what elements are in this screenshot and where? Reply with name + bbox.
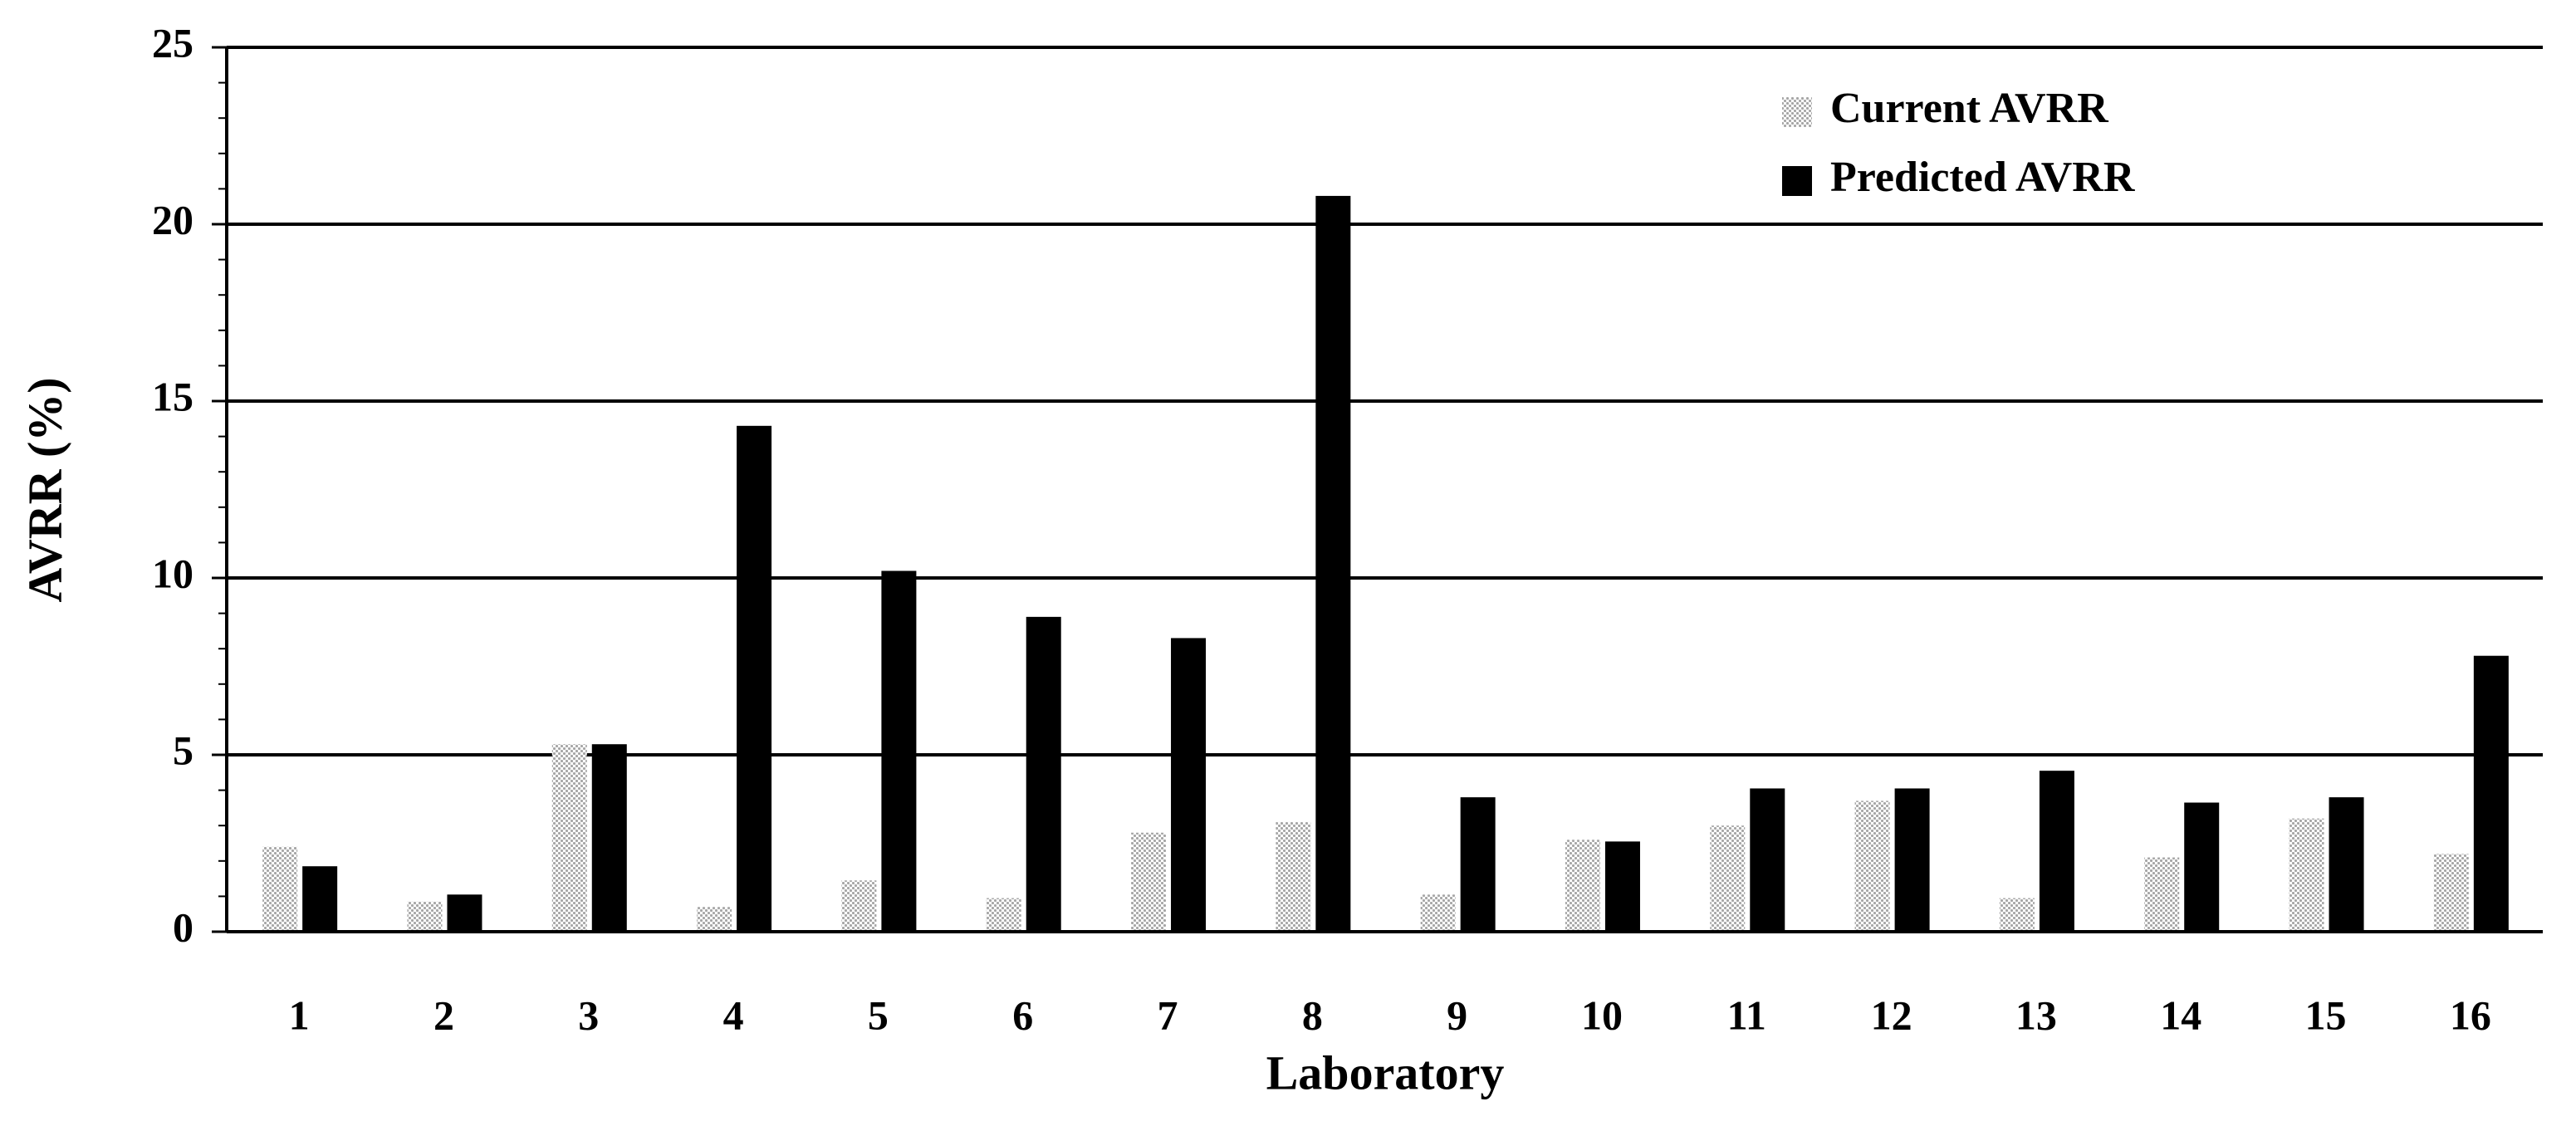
bar — [697, 907, 732, 932]
bar — [2144, 857, 2180, 932]
x-tick-label: 5 — [868, 991, 889, 1038]
bar — [1276, 821, 1311, 932]
bar — [1565, 840, 1600, 932]
x-axis-title: Laboratory — [1266, 1045, 1505, 1099]
y-tick-label: 0 — [173, 903, 193, 950]
x-tick-label: 13 — [2015, 991, 2057, 1038]
y-tick-label: 20 — [152, 196, 193, 242]
bar — [262, 846, 298, 932]
legend-label: Predicted AVRR — [1830, 154, 2136, 201]
bar — [1894, 788, 1930, 932]
x-tick-label: 3 — [578, 991, 599, 1038]
x-tick-label: 12 — [1871, 991, 1912, 1038]
x-tick-label: 11 — [1727, 991, 1766, 1038]
bar — [1750, 788, 1785, 932]
y-tick-label: 25 — [152, 19, 193, 66]
x-tick-label: 4 — [723, 991, 744, 1038]
legend-swatch — [1782, 97, 1812, 127]
x-tick-label: 16 — [2450, 991, 2491, 1038]
bar — [2329, 797, 2364, 932]
bar — [2473, 655, 2509, 932]
x-tick-label: 15 — [2305, 991, 2347, 1038]
bar — [2039, 771, 2074, 932]
bar — [1460, 797, 1496, 932]
y-tick-label: 15 — [152, 373, 193, 419]
bar — [841, 880, 877, 932]
bar — [1420, 894, 1456, 932]
bar — [2289, 818, 2324, 932]
bar — [302, 866, 338, 932]
bar — [591, 744, 627, 932]
bar — [881, 570, 917, 932]
bar — [1131, 832, 1167, 932]
x-tick-label: 1 — [289, 991, 310, 1038]
bar — [1854, 801, 1890, 932]
bar — [2433, 854, 2469, 932]
bar — [2184, 802, 2220, 932]
x-tick-label: 7 — [1158, 991, 1178, 1038]
x-tick-label: 9 — [1447, 991, 1467, 1038]
x-tick-label: 2 — [433, 991, 454, 1038]
x-tick-label: 6 — [1012, 991, 1033, 1038]
x-tick-label: 8 — [1302, 991, 1323, 1038]
x-tick-label: 14 — [2160, 991, 2201, 1038]
y-axis-title: AVRR (%) — [17, 377, 71, 602]
bar — [447, 894, 482, 932]
bar — [407, 901, 443, 932]
bar — [986, 898, 1021, 932]
bar — [1999, 898, 2035, 932]
bar — [551, 744, 587, 932]
bar — [1710, 825, 1746, 932]
bar — [737, 425, 772, 932]
legend-swatch — [1782, 166, 1812, 196]
y-tick-label: 5 — [173, 727, 193, 773]
bar — [1026, 616, 1061, 932]
legend-label: Current AVRR — [1830, 85, 2109, 132]
x-tick-label: 10 — [1581, 991, 1623, 1038]
bar — [1315, 195, 1351, 933]
bar — [1171, 638, 1207, 932]
y-tick-label: 10 — [152, 550, 193, 596]
bar — [1604, 841, 1640, 932]
